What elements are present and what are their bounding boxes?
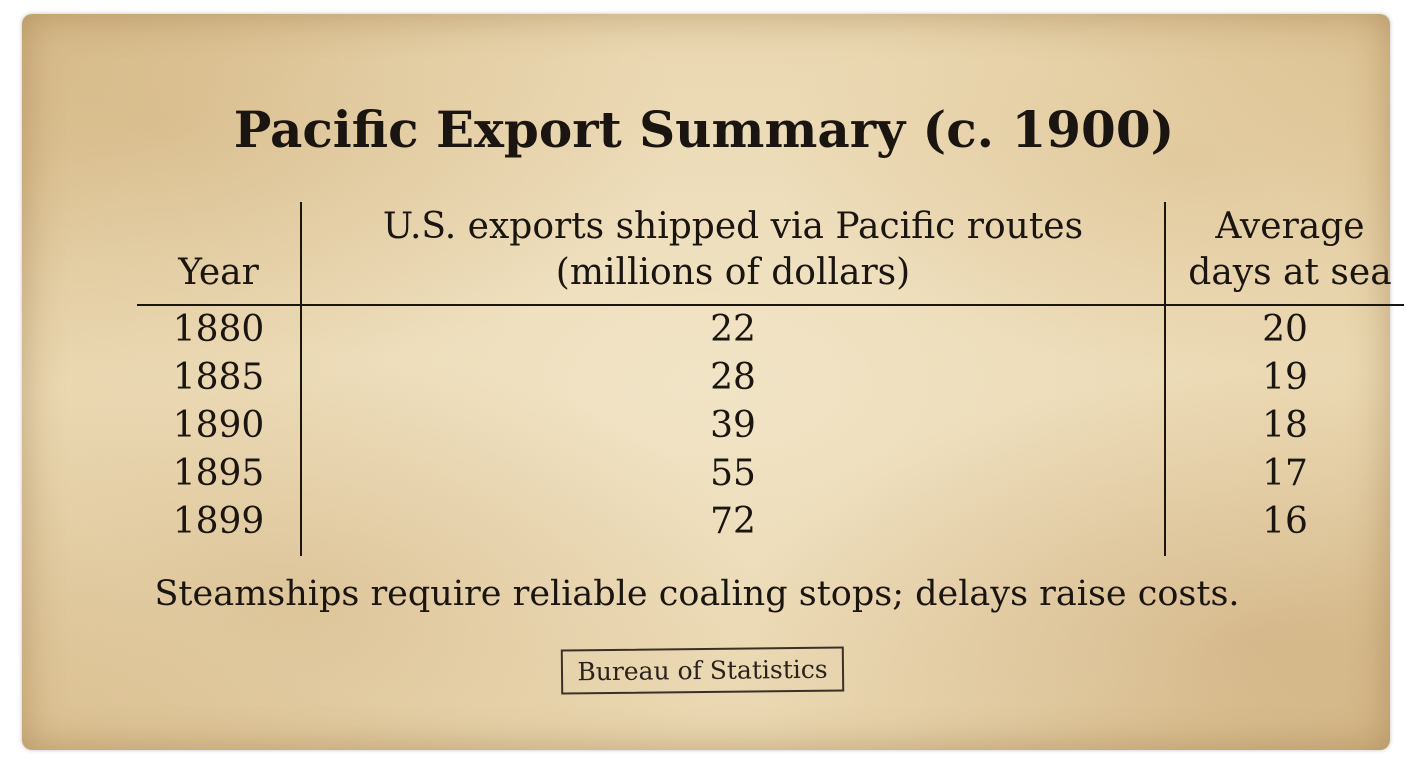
table-cell: 1899 (172, 501, 265, 542)
table-cell: 18 (1262, 405, 1308, 446)
table-row: 1895 55 17 (137, 450, 1404, 498)
title: Pacific Export Summary (c. 1900) (233, 100, 1175, 159)
table-row: 1880 22 20 (137, 305, 1404, 354)
column-header: U.S. exports shipped via Pacific routes … (300, 202, 1166, 306)
header-row: Year U.S. exports shipped via Pacific rou… (137, 202, 1404, 306)
table-cell: 72 (300, 498, 1166, 556)
column-header: Year (137, 202, 301, 306)
table-cell: 19 (1262, 357, 1308, 398)
table-body: 1880 22 20 1885 28 19 1890 39 18 1895 55 17 1899 72 16 (137, 305, 1404, 556)
table-cell: 1895 (172, 453, 265, 494)
table-cell: 17 (1262, 453, 1308, 494)
table-cell: 16 (1262, 501, 1308, 542)
stamp: Bureau of Statistics (560, 646, 845, 695)
column-header: Average days at sea (1165, 202, 1404, 306)
table-cell: 28 (300, 354, 1166, 402)
table-head: Year U.S. exports shipped via Pacific rou… (137, 202, 1404, 306)
table-cell: 1890 (172, 405, 265, 446)
table-cell: 55 (300, 450, 1166, 498)
table-cell: 22 (300, 305, 1166, 354)
table-cell: 1885 (172, 357, 265, 398)
table-cell: 39 (300, 402, 1166, 450)
table-cell: 20 (1262, 309, 1308, 350)
table-cell: 1880 (172, 309, 265, 350)
note: Steamships require reliable coaling stop… (154, 574, 1240, 614)
table-row: 1890 39 18 (137, 402, 1404, 450)
table-row: 1899 72 16 (137, 498, 1404, 556)
table-row: 1885 28 19 (137, 354, 1404, 402)
data-table: Year U.S. exports shipped via Pacific rou… (137, 202, 1404, 556)
